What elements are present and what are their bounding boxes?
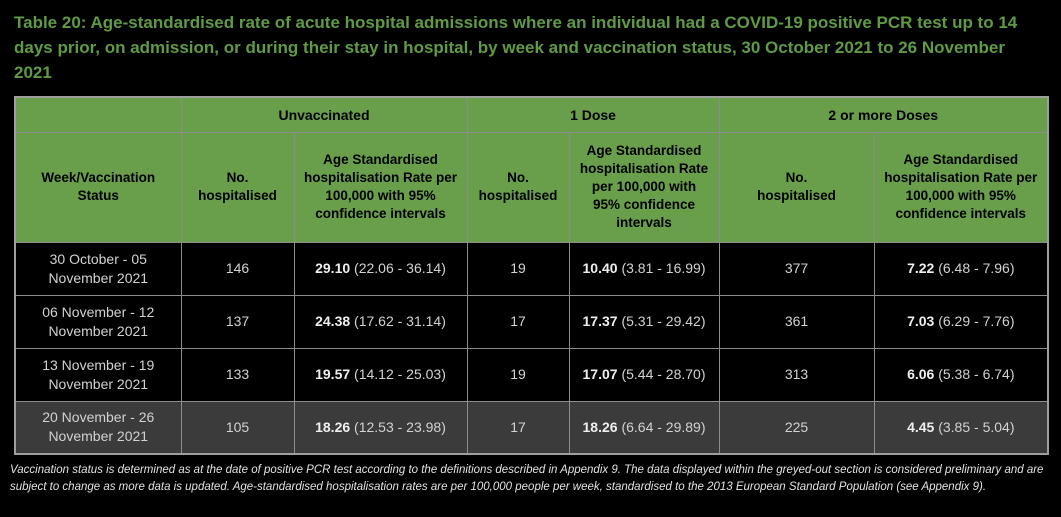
n-hospitalised-cell: 105 (180, 400, 295, 455)
group-header-row: Unvaccinated 1 Dose 2 or more Doses (14, 96, 1049, 133)
col-header-rate-unvaccinated: Age Standardised hospitalisation Rate pe… (293, 131, 468, 243)
table-title: Table 20: Age-standardised rate of acute… (14, 13, 1018, 82)
rate-cell: 18.26 (6.64 - 29.89) (568, 400, 720, 455)
rate-value: 7.22 (907, 260, 935, 276)
rate-cell: 18.26 (12.53 - 23.98) (293, 400, 468, 455)
confidence-interval: (5.44 - 28.70) (621, 366, 706, 382)
col-header-no-hospitalised-unvaccinated: No. hospitalised (180, 131, 295, 243)
confidence-interval: (5.31 - 29.42) (621, 313, 706, 329)
n-hospitalised-cell: 17 (466, 294, 570, 349)
rate-value: 29.10 (315, 260, 351, 276)
confidence-interval: (6.48 - 7.96) (938, 260, 1015, 276)
row-header-week-vaccination-status: Week/Vaccination Status (14, 131, 182, 243)
table-row-week-3: 13 November - 19 November 2021 133 19.57… (14, 347, 1049, 402)
confidence-interval: (14.12 - 25.03) (354, 366, 446, 382)
week-cell: 20 November - 26 November 2021 (14, 400, 182, 455)
rate-cell: 17.37 (5.31 - 29.42) (568, 294, 720, 349)
week-cell: 13 November - 19 November 2021 (14, 347, 182, 402)
col-header-label: No. hospitalised (198, 170, 277, 203)
admissions-table: Unvaccinated 1 Dose 2 or more Doses Week… (14, 96, 1050, 455)
rate-value: 19.57 (315, 366, 351, 382)
table-row-week-4-preliminary: 20 November - 26 November 2021 105 18.26… (14, 400, 1049, 455)
confidence-interval: (12.53 - 23.98) (354, 418, 446, 435)
week-cell: 06 November - 12 November 2021 (14, 294, 182, 349)
rate-value: 24.38 (315, 313, 351, 329)
sub-header-row: Week/Vaccination Status No. hospitalised… (14, 131, 1049, 243)
rate-cell: 24.38 (17.62 - 31.14) (293, 294, 468, 349)
n-hospitalised-cell: 146 (180, 241, 295, 296)
rate-value: 10.40 (582, 260, 618, 276)
confidence-interval: (17.62 - 31.14) (354, 313, 446, 329)
rate-cell: 10.40 (3.81 - 16.99) (568, 241, 720, 296)
table-row-week-2: 06 November - 12 November 2021 137 24.38… (14, 294, 1049, 349)
n-hospitalised-cell: 313 (718, 347, 875, 402)
rate-value: 18.26 (315, 418, 351, 435)
table-row-week-1: 30 October - 05 November 2021 146 29.10 … (14, 241, 1049, 296)
rate-cell: 7.03 (6.29 - 7.76) (873, 294, 1049, 349)
footnote-text: Vaccination status is determined as at t… (10, 464, 1044, 493)
rate-value: 18.26 (582, 418, 618, 435)
n-hospitalised-cell: 17 (466, 400, 570, 455)
n-hospitalised-cell: 137 (180, 294, 295, 349)
n-hospitalised-cell: 361 (718, 294, 875, 349)
corner-cell (14, 96, 182, 133)
col-header-no-hospitalised-2-or-more-doses: No. hospitalised (718, 131, 875, 243)
n-hospitalised-cell: 133 (180, 347, 295, 402)
rate-cell: 6.06 (5.38 - 6.74) (873, 347, 1049, 402)
col-header-rate-1-dose: Age Standardised hospitalisation Rate pe… (568, 131, 720, 243)
confidence-interval: (6.29 - 7.76) (938, 313, 1015, 329)
rate-value: 7.03 (907, 313, 935, 329)
rate-cell: 4.45 (3.85 - 5.04) (873, 400, 1049, 455)
rate-value: 17.07 (582, 366, 618, 382)
confidence-interval: (22.06 - 36.14) (354, 260, 446, 276)
col-header-no-hospitalised-1-dose: No. hospitalised (466, 131, 570, 243)
rate-cell: 19.57 (14.12 - 25.03) (293, 347, 468, 402)
week-cell: 30 October - 05 November 2021 (14, 241, 182, 296)
confidence-interval: (6.64 - 29.89) (621, 418, 706, 435)
col-header-label: No. hospitalised (478, 170, 558, 203)
col-header-rate-2-or-more-doses: Age Standardised hospitalisation Rate pe… (873, 131, 1049, 243)
rate-value: 17.37 (582, 313, 618, 329)
confidence-interval: (5.38 - 6.74) (938, 366, 1015, 382)
confidence-interval: (3.81 - 16.99) (621, 260, 706, 276)
group-header-2-or-more-doses: 2 or more Doses (718, 96, 1049, 133)
rate-cell: 29.10 (22.06 - 36.14) (293, 241, 468, 296)
n-hospitalised-cell: 377 (718, 241, 875, 296)
rate-cell: 17.07 (5.44 - 28.70) (568, 347, 720, 402)
n-hospitalised-cell: 225 (718, 400, 875, 455)
confidence-interval: (3.85 - 5.04) (938, 418, 1015, 435)
n-hospitalised-cell: 19 (466, 241, 570, 296)
rate-cell: 7.22 (6.48 - 7.96) (873, 241, 1049, 296)
rate-value: 6.06 (907, 366, 935, 382)
col-header-label: No. hospitalised (757, 170, 836, 203)
rate-value: 4.45 (907, 418, 935, 435)
n-hospitalised-cell: 19 (466, 347, 570, 402)
group-header-unvaccinated: Unvaccinated (180, 96, 468, 133)
group-header-1-dose: 1 Dose (466, 96, 720, 133)
